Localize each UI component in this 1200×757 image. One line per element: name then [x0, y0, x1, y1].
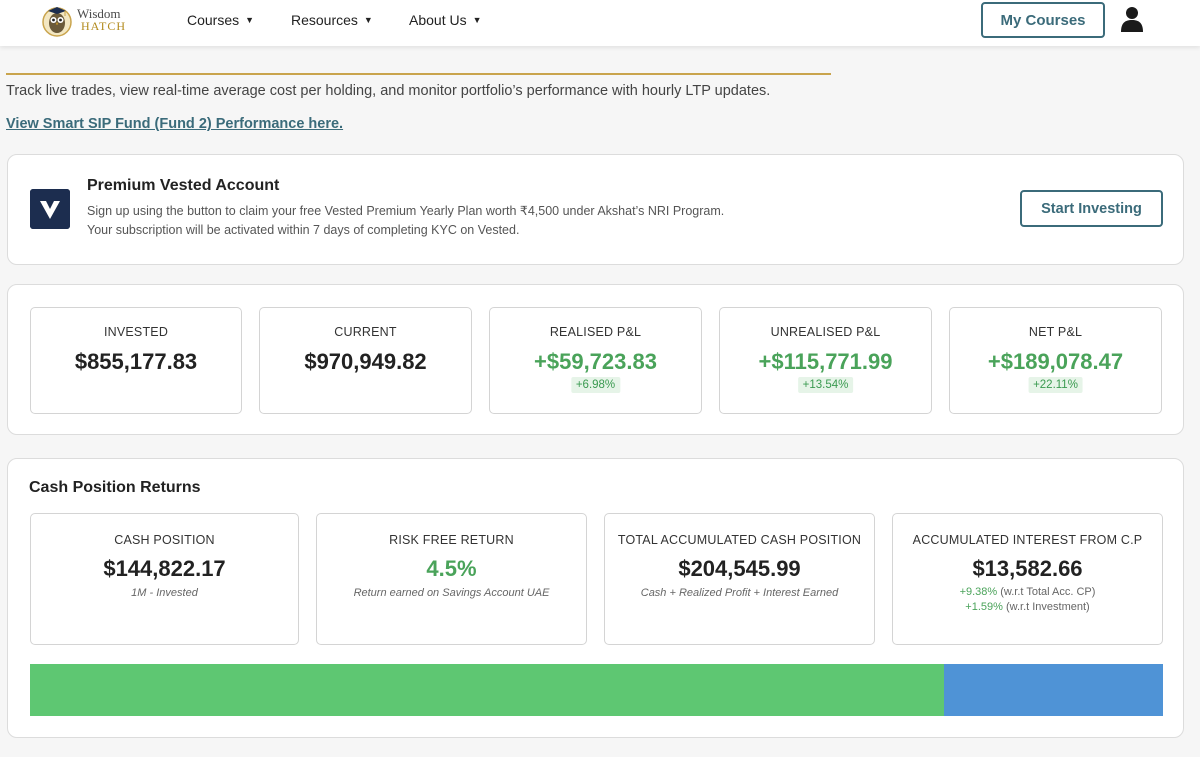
- smart-sip-fund-link[interactable]: View Smart SIP Fund (Fund 2) Performance…: [6, 116, 344, 132]
- invested-label: INVESTED: [103, 325, 169, 339]
- unrealised-pnl-card: UNREALISED P&L +$115,771.99 +13.54%: [719, 307, 932, 414]
- interest-note-total-acc: +9.38% (w.r.t Total Acc. CP): [893, 586, 1162, 598]
- unrealised-pnl-badge: +13.54%: [797, 377, 854, 393]
- net-pnl-card: NET P&L +$189,078.47 +22.11%: [949, 307, 1162, 414]
- unrealised-pnl-label: UNREALISED P&L: [770, 325, 881, 339]
- vested-description: Sign up using the button to claim your f…: [87, 204, 725, 218]
- nav-about-us-label: About Us: [409, 12, 467, 28]
- section-title: Cash Position Returns: [29, 479, 201, 496]
- wisdom-hatch-logo[interactable]: Wisdom HATCH: [40, 2, 140, 38]
- owl-logo-icon: [42, 7, 72, 37]
- net-pnl-badge: +22.11%: [1028, 377, 1083, 393]
- current-card: CURRENT $970,949.82: [259, 307, 472, 414]
- cash-allocation-bar: [30, 664, 1163, 716]
- realised-pnl-value: +$59,723.83: [534, 349, 657, 374]
- accumulated-interest-card: ACCUMULATED INTEREST FROM C.P $13,582.66…: [892, 513, 1163, 645]
- portfolio-stats-panel: INVESTED $855,177.83 CURRENT $970,949.82…: [7, 284, 1184, 435]
- nav-resources-label: Resources: [291, 12, 358, 28]
- accumulated-interest-label: ACCUMULATED INTEREST FROM C.P: [912, 533, 1143, 547]
- interest-basis-investment: (w.r.t Investment): [1005, 601, 1090, 613]
- interest-pct-total-acc: +9.38%: [959, 586, 998, 598]
- cash-position-label: CASH POSITION: [114, 533, 215, 547]
- total-accumulated-cash-sub: Cash + Realized Profit + Interest Earned: [640, 587, 839, 599]
- vested-promo-panel: Premium Vested Account Sign up using the…: [7, 154, 1184, 265]
- accumulated-interest-value: $13,582.66: [972, 556, 1083, 581]
- realised-pnl-card: REALISED P&L +$59,723.83 +6.98%: [489, 307, 702, 414]
- logo-wordmark-bottom: HATCH: [81, 19, 127, 33]
- cash-bar-segment-secondary: [944, 664, 1163, 716]
- logo-wordmark-top: Wisdom: [77, 6, 121, 21]
- vested-logo-icon: [30, 189, 70, 229]
- current-value: $970,949.82: [304, 349, 427, 374]
- risk-free-return-card: RISK FREE RETURN 4.5% Return earned on S…: [316, 513, 587, 645]
- user-profile-icon[interactable]: [1120, 6, 1144, 32]
- start-investing-button[interactable]: Start Investing: [1020, 190, 1163, 227]
- cash-position-sub: 1M - Invested: [131, 587, 198, 599]
- interest-note-investment: +1.59% (w.r.t Investment): [893, 601, 1162, 613]
- total-accumulated-cash-card: TOTAL ACCUMULATED CASH POSITION $204,545…: [604, 513, 875, 645]
- realised-pnl-badge: +6.98%: [570, 377, 621, 393]
- risk-free-return-label: RISK FREE RETURN: [389, 533, 514, 547]
- my-courses-button[interactable]: My Courses: [981, 2, 1105, 38]
- vested-title: Premium Vested Account: [87, 177, 280, 194]
- top-nav-bar: Wisdom HATCH Courses ▼ Resources ▼ About…: [0, 0, 1200, 46]
- nav-about-us[interactable]: About Us ▼: [409, 12, 482, 28]
- chevron-down-icon: ▼: [363, 15, 373, 25]
- risk-free-return-value: 4.5%: [426, 556, 477, 581]
- cash-position-value: $144,822.17: [103, 556, 226, 581]
- nav-courses-label: Courses: [187, 12, 240, 28]
- chevron-down-icon: ▼: [245, 15, 255, 25]
- unrealised-pnl-value: +$115,771.99: [758, 349, 893, 374]
- current-label: CURRENT: [334, 325, 397, 339]
- net-pnl-value: +$189,078.47: [987, 349, 1124, 374]
- nav-courses[interactable]: Courses ▼: [187, 12, 254, 28]
- realised-pnl-label: REALISED P&L: [549, 325, 642, 339]
- cash-position-card: CASH POSITION $144,822.17 1M - Invested: [30, 513, 299, 645]
- total-accumulated-cash-value: $204,545.99: [678, 556, 801, 581]
- intro-text: Track live trades, view real-time averag…: [6, 83, 771, 99]
- nav-resources[interactable]: Resources ▼: [291, 12, 373, 28]
- net-pnl-label: NET P&L: [1028, 325, 1083, 339]
- invested-value: $855,177.83: [74, 349, 198, 374]
- vested-activation-note: Your subscription will be activated with…: [87, 223, 520, 237]
- total-accumulated-cash-label: TOTAL ACCUMULATED CASH POSITION: [617, 533, 862, 547]
- invested-card: INVESTED $855,177.83: [30, 307, 242, 414]
- interest-pct-investment: +1.59%: [965, 601, 1003, 613]
- risk-free-return-sub: Return earned on Savings Account UAE: [353, 587, 550, 599]
- chevron-down-icon: ▼: [472, 15, 482, 25]
- cash-position-panel: Cash Position Returns CASH POSITION $144…: [7, 458, 1184, 738]
- interest-basis-total-acc: (w.r.t Total Acc. CP): [1000, 586, 1096, 598]
- gold-divider: [6, 73, 831, 75]
- cash-bar-segment-primary: [30, 664, 945, 716]
